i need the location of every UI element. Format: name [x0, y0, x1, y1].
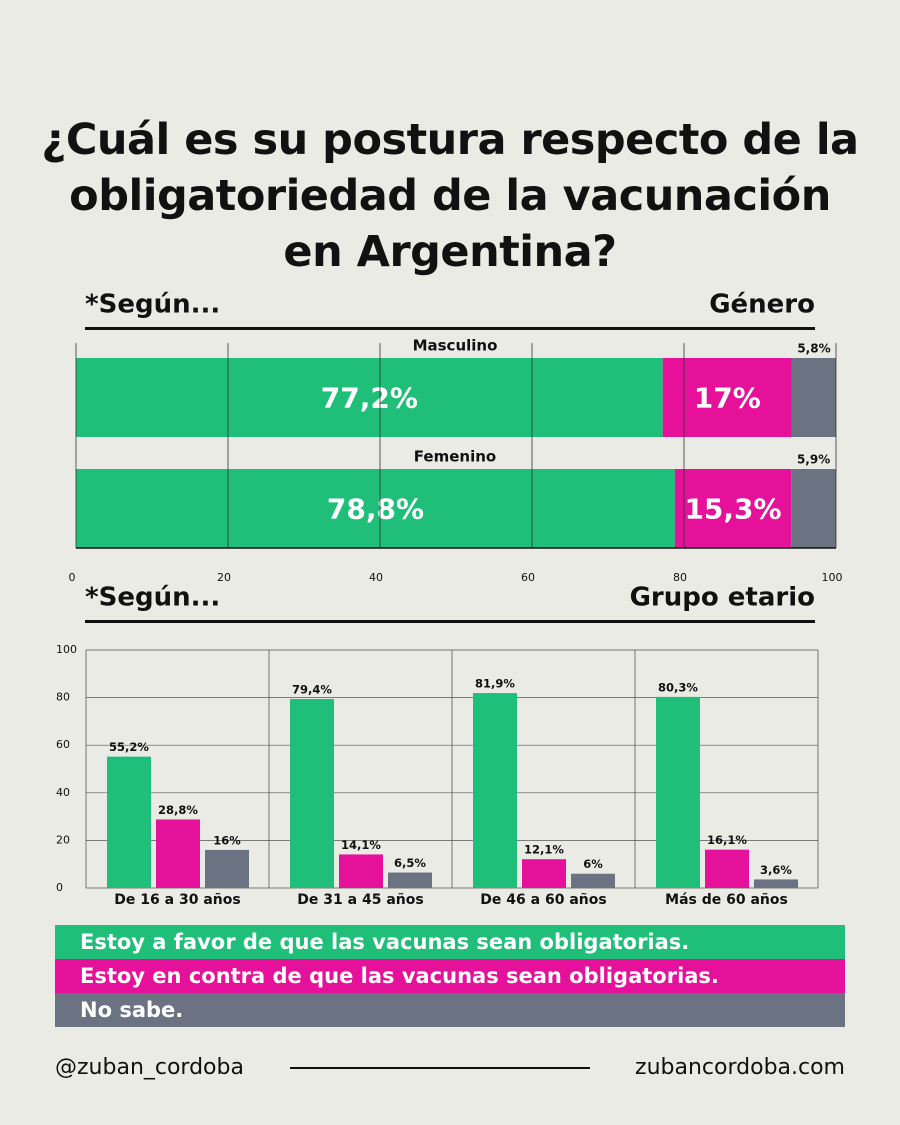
- footer-handle: @zuban_cordoba: [55, 1055, 244, 1080]
- legend-swatch: [55, 959, 845, 993]
- x-tick-label: Más de 60 años: [665, 892, 788, 908]
- category-label: Femenino: [414, 448, 496, 466]
- value-label: 5,8%: [797, 342, 830, 356]
- section-prefix: *Según...: [85, 583, 220, 613]
- x-tick-label: 80: [673, 571, 687, 584]
- section-label: Género: [709, 290, 815, 320]
- footer-website: zubancordoba.com: [635, 1055, 845, 1080]
- legend-label: No sabe.: [80, 998, 183, 1022]
- value-label: 3,6%: [760, 863, 792, 877]
- bar-segment: [791, 469, 836, 548]
- bar-segment: [76, 469, 675, 548]
- bar: [522, 859, 566, 888]
- value-label: 17%: [694, 382, 761, 415]
- value-label: 6%: [583, 857, 603, 871]
- value-label: 28,8%: [158, 803, 198, 817]
- section-label: Grupo etario: [630, 583, 815, 613]
- category-label: Masculino: [413, 337, 498, 355]
- value-label: 14,1%: [341, 838, 381, 852]
- value-label: 77,2%: [321, 382, 418, 415]
- x-tick-label: 100: [822, 571, 843, 584]
- value-label: 6,5%: [394, 856, 426, 870]
- y-tick-label: 100: [56, 643, 77, 656]
- bar: [339, 854, 383, 888]
- x-tick-label: De 46 a 60 años: [480, 892, 606, 908]
- value-label: 15,3%: [684, 493, 781, 526]
- y-tick-label: 40: [56, 786, 70, 799]
- title: ¿Cuál es su postura respecto de la oblig…: [41, 115, 859, 277]
- legend-swatch: [55, 925, 845, 959]
- y-tick-label: 0: [56, 881, 63, 894]
- bar: [656, 696, 700, 888]
- legend-swatch: [55, 993, 845, 1027]
- x-tick-label: 60: [521, 571, 535, 584]
- bar: [290, 699, 334, 888]
- y-tick-label: 80: [56, 691, 70, 704]
- x-tick-label: 0: [69, 571, 76, 584]
- value-label: 79,4%: [292, 683, 332, 697]
- value-label: 80,3%: [658, 680, 698, 694]
- bar: [156, 819, 200, 888]
- value-label: 78,8%: [327, 493, 424, 526]
- value-label: 16,1%: [707, 833, 747, 847]
- bar: [473, 693, 517, 888]
- bar: [205, 849, 249, 888]
- y-tick-label: 60: [56, 738, 70, 751]
- x-tick-label: 20: [217, 571, 231, 584]
- legend-label: Estoy en contra de que las vacunas sean …: [80, 964, 719, 988]
- x-tick-label: De 16 a 30 años: [114, 892, 240, 908]
- bar: [388, 872, 432, 888]
- section-prefix: *Según...: [85, 290, 220, 320]
- value-label: 5,9%: [797, 453, 830, 467]
- value-label: 55,2%: [109, 740, 149, 754]
- bar: [754, 879, 798, 888]
- bar-segment: [674, 469, 792, 548]
- y-tick-label: 20: [56, 833, 70, 846]
- value-label: 81,9%: [475, 677, 515, 691]
- bar: [571, 873, 615, 888]
- bar-segment: [791, 358, 836, 437]
- x-tick-label: 40: [369, 571, 383, 584]
- section-rule: [85, 327, 815, 330]
- x-tick-label: De 31 a 45 años: [297, 892, 423, 908]
- bar: [107, 756, 151, 888]
- bar-segment: [76, 358, 663, 437]
- value-label: 12,1%: [524, 843, 564, 857]
- bar: [705, 849, 749, 888]
- value-label: 16%: [213, 833, 241, 847]
- legend-label: Estoy a favor de que las vacunas sean ob…: [80, 930, 689, 954]
- section-rule: [85, 620, 815, 623]
